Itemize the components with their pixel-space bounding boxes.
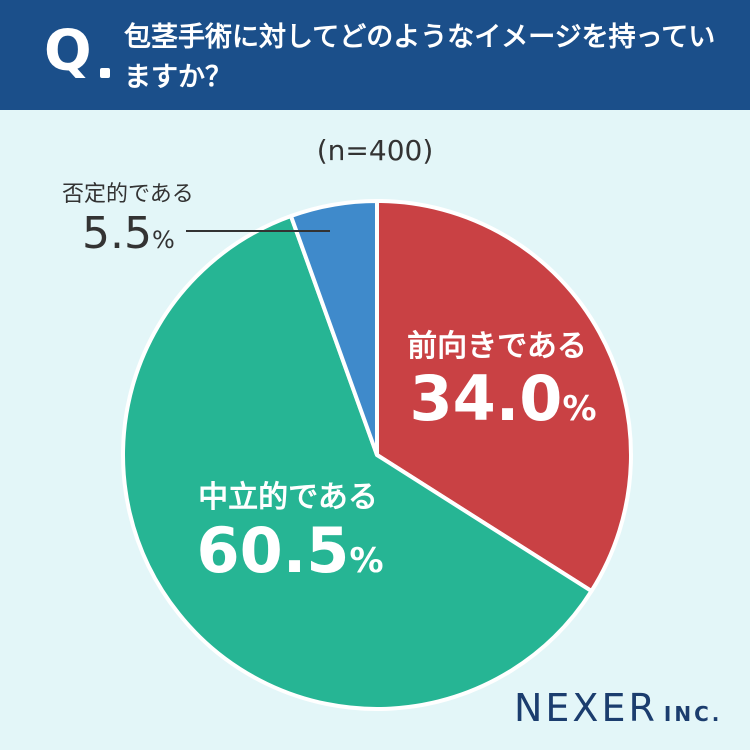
q-dot [100,68,110,78]
brand-name: NEXER [514,686,658,730]
slice-value-neutral: 60.5% [196,514,383,587]
brand-suffix: INC. [663,702,723,726]
brand-logo: NEXER INC. [514,686,722,730]
q-mark: Q [44,19,92,84]
slice-value-positive: 34.0% [409,362,596,435]
slice-value-negative: 5.5% [82,208,175,259]
slice-value-neutral-unit: % [349,541,383,581]
slice-labels: 前向きである 34.0% 中立的である 60.5% 否定的である 5.5% [62,182,597,587]
question-text: 包茎手術に対してどのようなイメージを持っていますか？ [124,22,716,93]
slice-value-neutral-number: 60.5 [196,514,349,587]
slice-value-negative-unit: % [152,226,175,254]
slice-label-neutral: 中立的である [198,480,378,515]
pie-slices [121,199,633,711]
pie-slice-neutral [121,214,594,711]
slice-label-negative: 否定的である [62,182,194,207]
slice-label-positive: 前向きである [407,329,587,364]
slice-value-negative-number: 5.5 [82,208,152,259]
slice-value-positive-unit: % [562,389,596,429]
question-header: Q 包茎手術に対してどのようなイメージを持っていますか？ [0,0,750,110]
pie-slice-negative [288,199,379,457]
sample-size: (n=400) [316,134,434,167]
slice-value-positive-number: 34.0 [409,362,562,435]
